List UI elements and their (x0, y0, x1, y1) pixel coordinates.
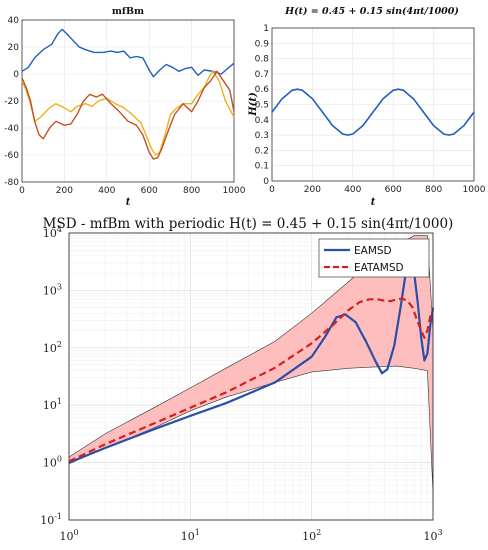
hurst-ytick: 0.1 (255, 162, 269, 172)
msd-series-eatamsd (68, 297, 435, 463)
mfbm-xtick: 0 (19, 186, 25, 196)
msd-xtick: 102 (302, 528, 321, 543)
hurst-series-group (271, 88, 475, 136)
msd-ytick: 10-1 (40, 512, 62, 527)
hurst-x-ticklabels: 0 200 400 600 800 1000 (269, 185, 486, 195)
msd-ytick: 101 (43, 397, 62, 412)
mfbm-ytick: 40 (8, 16, 20, 26)
msd-ytick: 104 (43, 225, 62, 240)
mfbm-grid (21, 19, 235, 183)
msd-series-eamsd (68, 258, 435, 464)
mfbm-xtick: 600 (141, 186, 158, 196)
mfbm-xtick: 400 (98, 186, 115, 196)
hurst-ytick: 0.2 (255, 146, 269, 156)
msd-band-group (68, 235, 434, 493)
msd-confidence-band (69, 235, 433, 493)
hurst-ylabel: H(t) (248, 92, 259, 117)
mfbm-x-ticklabels: 0 200 400 600 800 1000 (19, 186, 246, 196)
hurst-xlabel: t (371, 197, 376, 208)
mfbm-xtick: 1000 (223, 186, 246, 196)
hurst-y-ticklabels: 0 0.1 0.2 0.3 0.4 0.5 0.6 0.7 0.8 0.9 1 (255, 24, 270, 187)
msd-band-upper-edge (68, 235, 434, 458)
mfbm-xlabel: t (126, 197, 131, 208)
chart-hurst: H(t) = 0.45 + 0.15 sin(4πt/1000) 0 0.1 0… (248, 6, 486, 208)
msd-xtick: 100 (59, 528, 78, 543)
hurst-ytick: 0.9 (255, 39, 270, 49)
hurst-axes-frame (271, 27, 475, 182)
msd-band-lower-edge (68, 365, 434, 493)
legend-label-eamsd: EAMSD (354, 245, 392, 257)
msd-ytick: 102 (43, 340, 62, 355)
msd-axes-frame (68, 232, 434, 521)
msd-ytick: 103 (43, 282, 62, 297)
mfbm-series-line-0 (21, 28, 235, 78)
chart-title-hurst: H(t) = 0.45 + 0.15 sin(4πt/1000) (284, 6, 459, 17)
mfbm-ytick: 20 (8, 43, 20, 53)
mfbm-ytick: -80 (4, 178, 19, 188)
hurst-ytick: 0.8 (255, 55, 270, 65)
hurst-xtick: 0 (269, 185, 275, 195)
mfbm-ytick: -60 (4, 151, 19, 161)
msd-xtick: 103 (423, 528, 442, 543)
hurst-series-line (271, 88, 475, 136)
msd-legend: EAMSD EATAMSD (318, 238, 430, 278)
mfbm-y-ticklabels: 40 20 0 -20 -40 -60 -80 (4, 16, 19, 188)
mfbm-xtick: 800 (183, 186, 200, 196)
mfbm-series-line-2 (21, 70, 235, 160)
mfbm-axes-frame (21, 19, 235, 183)
mfbm-ytick: -20 (4, 97, 19, 107)
legend-box (318, 238, 430, 278)
hurst-ytick: 0.5 (255, 101, 269, 111)
hurst-xtick: 800 (425, 185, 442, 195)
mfbm-xtick: 200 (56, 186, 73, 196)
hurst-grid (271, 27, 475, 182)
msd-ytick: 100 (43, 455, 62, 470)
msd-y-ticklabels: 10-1 100 101 102 103 104 (40, 225, 62, 527)
chart-msd: MSD - mfBm with periodic H(t) = 0.45 + 0… (40, 216, 453, 543)
hurst-ytick: 1 (263, 24, 269, 34)
chart-title-mfbm: mfBm (112, 6, 144, 17)
hurst-ytick: 0.6 (255, 85, 270, 95)
chart-mfbm: mfBm 40 20 0 -20 -40 -60 -80 0 200 400 6… (4, 6, 245, 208)
mfbm-series-group (21, 28, 235, 160)
msd-x-ticklabels: 100 101 102 103 (59, 528, 442, 543)
hurst-ytick: 0.4 (255, 116, 270, 126)
hurst-xtick: 600 (385, 185, 402, 195)
hurst-ytick: 0.7 (255, 70, 269, 80)
mfbm-ytick: -40 (4, 124, 19, 134)
msd-xtick: 101 (181, 528, 200, 543)
hurst-xtick: 200 (304, 185, 321, 195)
mfbm-series-line-1 (21, 70, 235, 156)
msd-series-group (68, 258, 435, 464)
chart-title-msd: MSD - mfBm with periodic H(t) = 0.45 + 0… (43, 216, 454, 232)
hurst-xtick: 1000 (463, 185, 486, 195)
hurst-xtick: 400 (344, 185, 361, 195)
legend-label-eatamsd: EATAMSD (354, 262, 404, 274)
hurst-ytick: 0 (263, 177, 269, 187)
hurst-ytick: 0.3 (255, 131, 269, 141)
mfbm-ytick: 0 (13, 70, 19, 80)
